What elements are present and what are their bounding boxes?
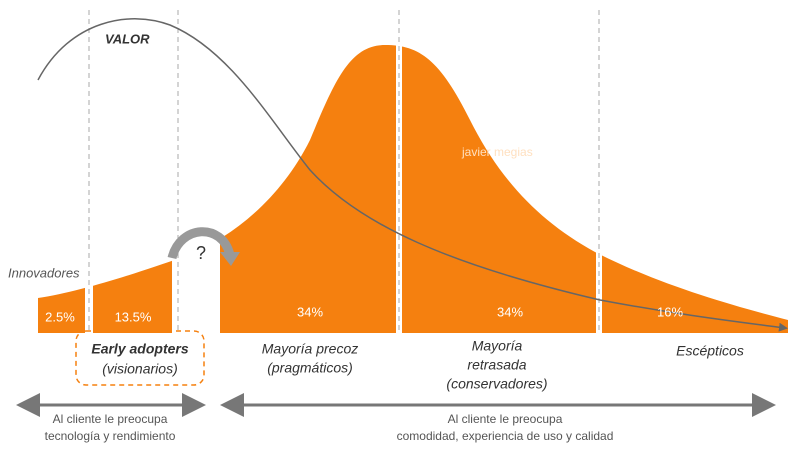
chasm-mark: ? [196,243,206,263]
group-label: (conservadores) [446,376,547,392]
segment-pct: 34% [297,304,323,319]
group-label: Mayoría [472,338,523,354]
concern-text: Al cliente le preocupa [448,412,563,426]
watermark: javier megias [461,145,533,159]
group-label: retrasada [467,357,526,373]
chasm [172,0,220,335]
group-label: (pragmáticos) [267,360,353,376]
segment-pct: 16% [657,304,683,319]
concern-text: Al cliente le preocupa [53,412,168,426]
segment-pct: 34% [497,304,523,319]
concern-text: comodidad, experiencia de uso y calidad [397,429,614,443]
group-label: Escépticos [676,343,744,359]
segment-pct: 2.5% [45,309,75,324]
early-adopters-box [75,330,205,386]
adoption-curve [38,45,788,333]
value-curve [37,18,788,332]
innovators-label: Innovadores [8,265,80,280]
concern-text: tecnología y rendimiento [45,429,176,443]
segment-pct: 13.5% [115,309,152,324]
early-adopters-subtitle: (visionarios) [102,361,177,377]
group-label: Mayoría precoz [262,341,358,357]
early-adopters-title: Early adopters [91,341,188,357]
value-label: VALOR [105,31,150,46]
chasm-arrowhead [220,252,240,266]
chasm-arrow [167,227,235,260]
